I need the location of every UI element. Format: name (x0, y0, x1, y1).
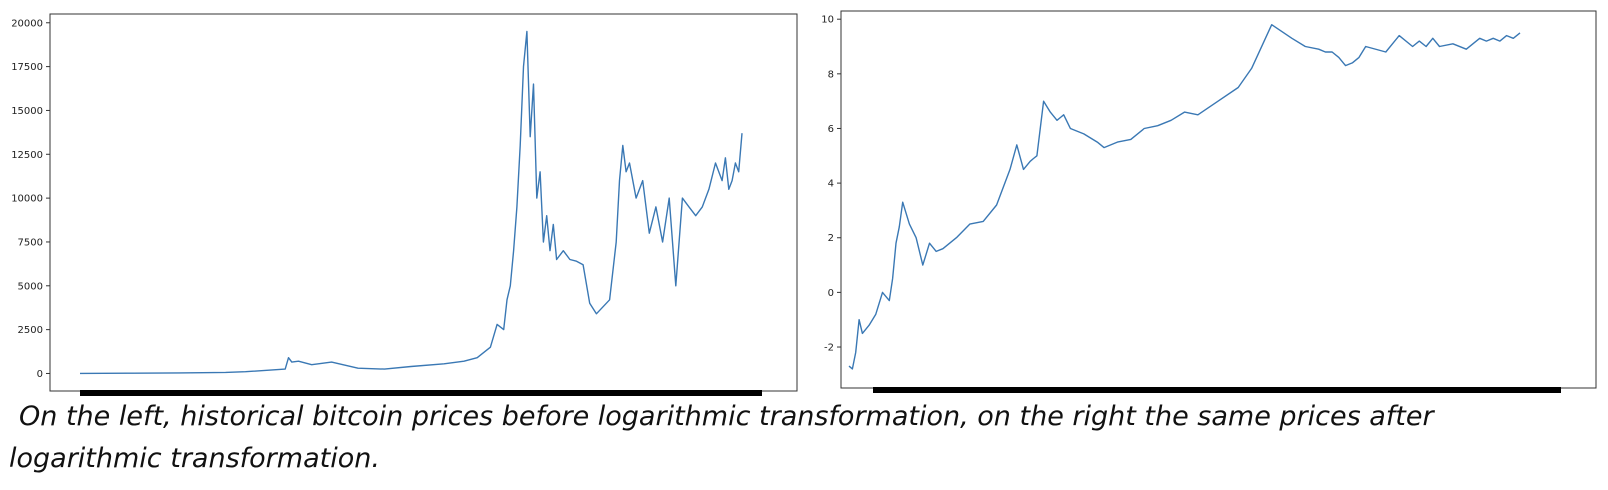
y-tick-label: 15000 (11, 106, 43, 117)
y-tick-label: 6 (828, 124, 834, 135)
caption-line-2: logarithmic transformation. (9, 443, 380, 474)
caption-line-1: On the left, historical bitcoin prices b… (19, 401, 1434, 432)
chart-left-series-line (79, 30, 743, 375)
chart-right-y-axis: -2 0 2 4 6 8 10 (821, 15, 841, 354)
y-tick-label: 20000 (11, 18, 43, 29)
y-tick-label: 17500 (11, 62, 43, 73)
y-tick-label: 2 (828, 233, 834, 244)
chart-right-frame (840, 10, 1597, 389)
y-tick-label: 10000 (11, 194, 43, 205)
y-tick-label: 8 (828, 69, 834, 80)
chart-right-series-line (848, 24, 1521, 370)
chart-left-raw-prices: 0 2500 5000 7500 10000 12500 15000 17500 20000 (11, 13, 798, 396)
y-tick-label: 5000 (18, 281, 43, 292)
y-tick-label: 0 (828, 288, 834, 299)
figure-caption: On the left, historical bitcoin prices b… (9, 396, 1599, 480)
y-tick-label: 12500 (11, 150, 43, 161)
chart-left-y-axis: 0 2500 5000 7500 10000 12500 15000 17500 20000 (11, 18, 50, 380)
y-tick-label: 10 (821, 15, 834, 26)
y-tick-label: 4 (828, 179, 834, 190)
y-tick-label: 7500 (18, 237, 43, 248)
y-tick-label: -2 (824, 343, 834, 354)
y-tick-label: 2500 (18, 325, 43, 336)
charts-canvas: 0 2500 5000 7500 10000 12500 15000 17500 20000 -… (11, 10, 1597, 396)
y-tick-label: 0 (37, 369, 43, 380)
chart-right-log-prices: -2 0 2 4 6 8 10 (821, 10, 1597, 393)
